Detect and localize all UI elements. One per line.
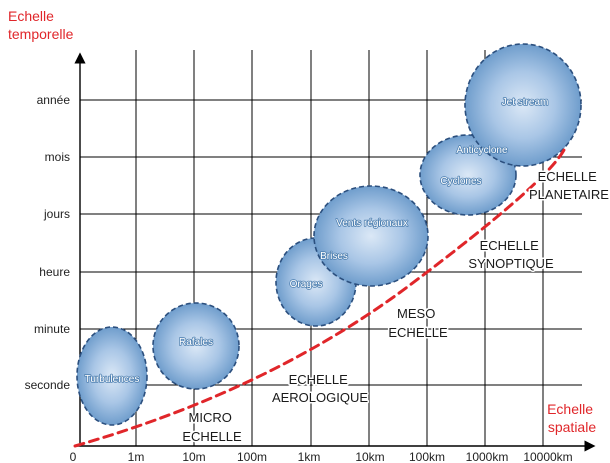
label-turbulences: Turbulences [85, 374, 140, 385]
y-tick-seconde: seconde [25, 378, 71, 392]
y-tick-mois: mois [45, 150, 70, 164]
y-tick-labels: seconde minute heure jours mois année [25, 93, 71, 392]
x-tick-1m: 1m [128, 450, 145, 463]
zone-echelle-planetaire: ECHELLE PLANETAIRE [529, 169, 609, 202]
x-tick-0: 0 [70, 450, 77, 463]
x-tick-10000km: 10000km [523, 450, 572, 463]
phenomena-labels: Turbulences Rafales Orages Brises Vents … [84, 96, 549, 386]
scale-boundary-curve [73, 146, 567, 448]
bubble-vents-regionaux [313, 185, 429, 287]
phenomena-bubbles [76, 43, 582, 426]
x-tick-100m: 100m [237, 450, 267, 463]
x-tick-labels: 0 1m 10m 100m 1km 10km 100km 1000km 1000… [70, 450, 573, 463]
x-tick-100km: 100km [409, 450, 445, 463]
x-tick-1km: 1km [298, 450, 321, 463]
zone-meso-echelle: MESO ECHELLE [388, 306, 448, 340]
grid [80, 50, 582, 446]
bubble-rafales [152, 302, 240, 390]
x-axis-title: Echelle spatiale [547, 401, 597, 435]
label-vents-regionaux: Vents régionaux [336, 218, 408, 229]
x-tick-10km: 10km [355, 450, 384, 463]
y-tick-jours: jours [43, 207, 70, 221]
zone-micro-echelle: MICRO ECHELLE [182, 410, 242, 444]
y-tick-annee: année [37, 93, 71, 107]
label-orages: Orages [290, 279, 323, 290]
x-tick-1000km: 1000km [466, 450, 509, 463]
label-rafales: Rafales [179, 337, 213, 348]
label-jet-stream: Jet stream [502, 97, 549, 108]
zone-echelle-synoptique: ECHELLE SYNOPTIQUE [468, 238, 554, 271]
label-anticyclone: Anticyclone [456, 145, 508, 156]
y-tick-minute: minute [34, 322, 70, 336]
zone-echelle-aerologique: ECHELLE AEROLOGIQUE [272, 372, 368, 405]
label-brises: Brises [320, 251, 348, 262]
x-tick-10m: 10m [182, 450, 205, 463]
label-cyclones: Cyclones [440, 176, 481, 187]
y-tick-heure: heure [39, 265, 70, 279]
bubble-jet-stream [464, 43, 582, 167]
y-axis-title: Echelle temporelle [8, 8, 74, 42]
bubble-turbulences [76, 326, 148, 426]
